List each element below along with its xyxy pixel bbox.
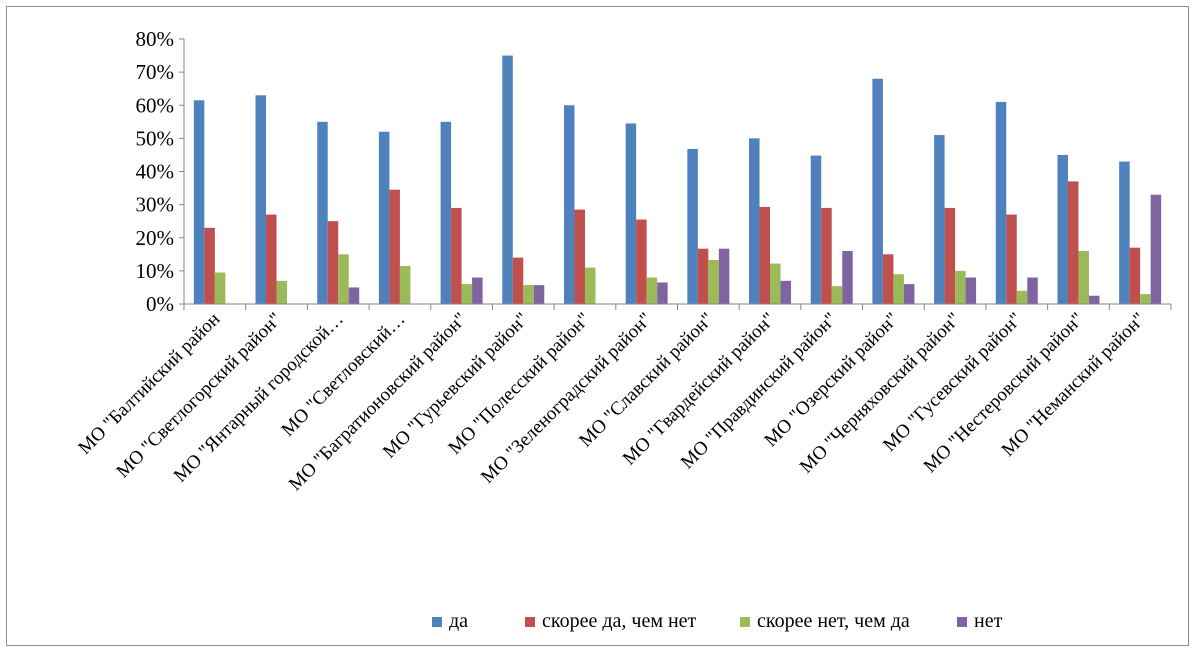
bar-4-11 <box>842 251 853 304</box>
bar-2-3 <box>327 221 339 304</box>
y-tick-label: 0% <box>146 292 174 316</box>
y-axis: 0% 10% 20% 30% 40% 50% 60% 70% 80% <box>136 27 185 316</box>
bar-2-1 <box>204 227 215 304</box>
bar-2-7 <box>574 209 585 304</box>
bar-3-5 <box>461 284 473 304</box>
bar-3-1 <box>214 272 226 304</box>
legend: да скорее да, чем нет скорее нет, чем да не… <box>432 610 1003 632</box>
bar-1-16 <box>1119 161 1130 304</box>
bar-1-2 <box>255 95 267 304</box>
bar-3-7 <box>584 267 596 304</box>
legend-label: да <box>449 610 468 632</box>
bar-1-9 <box>687 148 698 304</box>
bar-2-16 <box>1129 247 1141 304</box>
bar-1-3 <box>317 121 328 304</box>
bar-2-5 <box>451 207 462 304</box>
bars <box>193 55 1162 304</box>
bar-2-13 <box>944 207 956 304</box>
bar-2-10 <box>759 206 771 304</box>
bar-1-12 <box>872 78 883 304</box>
y-tick-label: 50% <box>136 126 175 150</box>
bar-4-16 <box>1150 194 1162 304</box>
y-tick-label: 20% <box>136 226 175 250</box>
y-tick-label: 30% <box>136 193 175 217</box>
legend-swatch <box>432 617 442 627</box>
bar-3-16 <box>1140 294 1151 304</box>
bar-2-12 <box>882 254 894 304</box>
bar-1-6 <box>502 55 513 304</box>
bar-4-5 <box>472 277 483 304</box>
bar-4-6 <box>533 285 545 304</box>
legend-swatch <box>740 617 750 627</box>
bar-3-11 <box>831 286 843 304</box>
bar-3-6 <box>523 285 534 304</box>
bar-4-8 <box>657 282 668 304</box>
bar-3-9 <box>708 259 719 304</box>
bar-3-13 <box>955 270 966 304</box>
bar-2-9 <box>697 248 709 304</box>
bar-1-14 <box>995 101 1007 304</box>
bar-1-11 <box>810 155 822 304</box>
bar-4-10 <box>780 280 792 304</box>
bar-1-15 <box>1057 154 1068 304</box>
bar-4-12 <box>903 284 915 304</box>
bar-2-4 <box>389 189 400 304</box>
bar-3-3 <box>338 254 349 304</box>
bar-3-12 <box>893 274 904 304</box>
bar-3-15 <box>1078 251 1089 304</box>
legend-label: скорее нет, чем да <box>757 610 910 632</box>
legend-swatch <box>525 617 535 627</box>
bar-4-3 <box>348 287 360 304</box>
bar-1-5 <box>440 121 452 304</box>
bar-4-15 <box>1088 295 1100 304</box>
bar-4-14 <box>1027 277 1038 304</box>
bar-1-7 <box>563 105 575 304</box>
legend-label: скорее да, чем нет <box>542 610 697 632</box>
bar-2-15 <box>1067 181 1079 304</box>
bar-2-11 <box>821 207 832 304</box>
y-tick-label: 70% <box>136 60 175 84</box>
bar-1-1 <box>193 100 205 304</box>
bar-3-10 <box>770 263 781 304</box>
bar-1-10 <box>749 138 760 304</box>
bar-2-14 <box>1006 214 1017 304</box>
y-tick-label: 40% <box>136 160 175 184</box>
bar-2-2 <box>266 214 277 304</box>
y-tick-label: 60% <box>136 93 175 117</box>
bar-3-8 <box>646 277 658 304</box>
legend-label: нет <box>974 610 1003 632</box>
bar-4-9 <box>718 248 730 304</box>
bar-1-8 <box>625 123 637 304</box>
bar-1-4 <box>378 131 390 304</box>
legend-swatch <box>957 617 967 627</box>
bar-2-8 <box>636 219 647 304</box>
bar-3-2 <box>276 280 288 304</box>
bar-4-13 <box>965 277 977 304</box>
bar-2-6 <box>512 257 524 304</box>
bar-3-4 <box>399 265 411 304</box>
bar-3-14 <box>1016 290 1028 304</box>
y-tick-label: 80% <box>136 27 175 51</box>
y-tick-label: 10% <box>136 259 175 283</box>
bar-1-13 <box>934 135 945 304</box>
